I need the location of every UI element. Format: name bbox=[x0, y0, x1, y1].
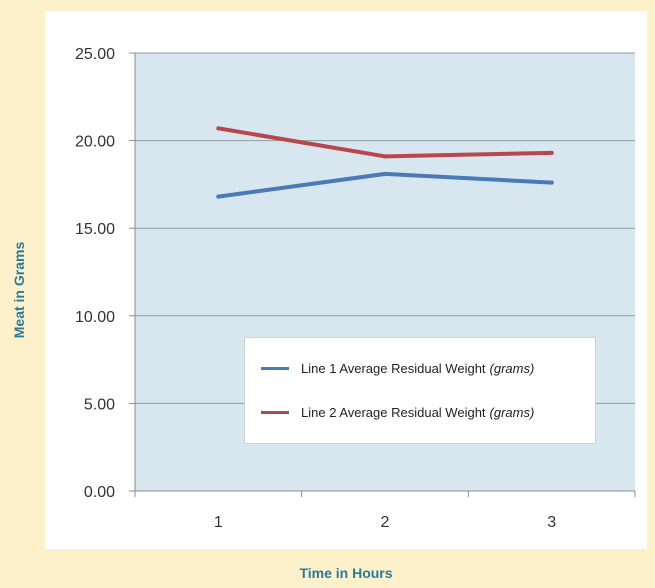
y-tick-label: 20.00 bbox=[75, 134, 115, 151]
y-tick-label: 15.00 bbox=[75, 221, 115, 238]
chart-card: 0.00 5.00 10.00 15.00 20.00 25.00 1 2 3 Line 1 A… bbox=[45, 11, 647, 549]
x-axis-title: Time in Hours bbox=[299, 565, 393, 581]
x-tick-label: 2 bbox=[381, 514, 390, 531]
x-tick-label: 3 bbox=[547, 514, 556, 531]
legend-label-line-2: Line 2 Average Residual Weight bbox=[301, 404, 486, 420]
legend-swatch-line-2 bbox=[261, 410, 289, 414]
y-tick-label: 0.00 bbox=[84, 484, 115, 501]
legend: Line 1 Average Residual Weight (grams) L… bbox=[244, 337, 596, 444]
y-axis-title-text: Meat in Grams bbox=[11, 241, 28, 339]
legend-swatch-line-1 bbox=[261, 366, 289, 370]
legend-item-line-2: Line 2 Average Residual Weight (grams) bbox=[261, 402, 534, 422]
y-tick-label: 5.00 bbox=[84, 396, 115, 413]
legend-item-line-1: Line 1 Average Residual Weight (grams) bbox=[261, 358, 534, 378]
y-tick-label: 25.00 bbox=[75, 46, 115, 63]
data-point-line-2 bbox=[383, 154, 387, 159]
x-tick-label: 1 bbox=[214, 514, 223, 531]
legend-label-line-1: Line 1 Average Residual Weight bbox=[301, 360, 486, 376]
line-chart: 0.00 5.00 10.00 15.00 20.00 25.00 1 2 3 bbox=[75, 46, 636, 531]
data-point-line-2 bbox=[216, 126, 221, 131]
data-point-line-1 bbox=[549, 180, 554, 185]
legend-unit-line-1: (grams) bbox=[489, 360, 535, 376]
y-tick-label: 10.00 bbox=[75, 309, 115, 326]
legend-unit-line-2: (grams) bbox=[489, 404, 535, 420]
data-point-line-2 bbox=[549, 150, 554, 155]
data-point-line-1 bbox=[383, 171, 387, 176]
y-axis-title: Meat in Grams bbox=[9, 200, 29, 380]
data-point-line-1 bbox=[216, 194, 221, 199]
